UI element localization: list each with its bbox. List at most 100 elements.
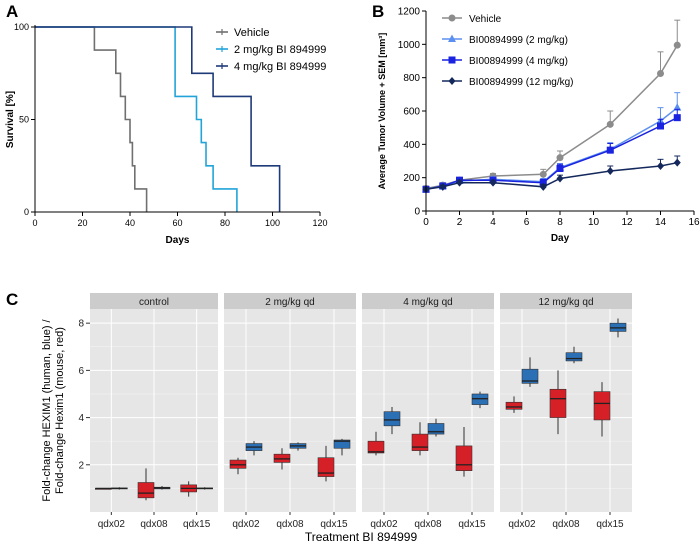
- data-point: [673, 114, 681, 122]
- facet-strip-label: 12 mg/kg qd: [538, 297, 593, 308]
- box-iqr: [521, 368, 539, 384]
- data-point: [673, 41, 681, 49]
- x-tick-label: 14: [655, 217, 667, 228]
- box-human: [333, 438, 351, 456]
- box-mouse: [367, 431, 385, 456]
- x-axis-label: Day: [551, 233, 570, 244]
- box-human: [471, 391, 489, 409]
- legend-label-1: Vehicle: [469, 14, 502, 25]
- box-human: [521, 357, 539, 387]
- y-tick-label: 200: [403, 173, 420, 184]
- panel-label-a: A: [6, 2, 18, 21]
- y-tick-label: 0: [24, 207, 29, 217]
- panel-label-b: B: [372, 2, 384, 21]
- category-label: qdx15: [320, 519, 348, 530]
- x-axis-label: Days: [166, 235, 190, 246]
- box-human: [196, 487, 213, 490]
- box-iqr: [455, 445, 473, 471]
- y-axis-label: Survival [%]: [5, 91, 16, 148]
- x-tick-label: 0: [423, 217, 429, 228]
- data-point: [539, 170, 547, 178]
- data-point: [606, 120, 614, 128]
- facet-strip: [90, 293, 218, 309]
- box-human: [289, 442, 307, 451]
- survival-line-1: [35, 26, 148, 212]
- category-label: qdx15: [596, 519, 624, 530]
- category-label: qdx15: [183, 519, 211, 530]
- box-iqr: [383, 411, 401, 427]
- y-tick-label: 50: [19, 115, 29, 125]
- data-point: [556, 165, 564, 172]
- data-point: [673, 158, 681, 167]
- data-point: [489, 178, 497, 187]
- box-mouse: [95, 487, 112, 490]
- x-tick-label: 40: [125, 218, 135, 228]
- box-mouse: [137, 468, 155, 501]
- data-point: [657, 122, 664, 130]
- box-iqr: [317, 457, 335, 477]
- tumor-volume-chart: 0 2 4 6 8 10 12 14 16 0 200 400 600 800 1000 1200 Day Ave…: [377, 7, 700, 245]
- box-human: [111, 487, 128, 490]
- box-iqr: [367, 440, 385, 454]
- y-tick-label: 600: [403, 107, 420, 118]
- data-point: [606, 167, 614, 175]
- y-tick-label: 1000: [398, 40, 421, 51]
- box-human: [609, 318, 627, 338]
- x-axis-label: Treatment BI 894999: [305, 530, 418, 544]
- data-point: [456, 178, 463, 187]
- legend-marker-4: [448, 77, 456, 85]
- legend-label-3: BI00894999 (4 mg/kg): [469, 56, 568, 67]
- legend-label-2: BI00894999 (2 mg/kg): [469, 35, 568, 46]
- facet-strip: [362, 293, 494, 309]
- y-tick-label: 8: [78, 319, 84, 330]
- legend-label-1: Vehicle: [234, 27, 269, 39]
- x-tick-label: 20: [77, 218, 87, 228]
- x-tick-label: 60: [172, 218, 182, 228]
- facet-strip-label: 2 mg/kg qd: [265, 297, 314, 308]
- box-mouse: [229, 457, 247, 475]
- survival-line-3: [35, 26, 281, 212]
- x-tick-label: 8: [557, 217, 563, 228]
- category-label: qdx08: [552, 519, 580, 530]
- box-mouse: [549, 370, 567, 435]
- facet-strip: [500, 293, 632, 309]
- x-tick-label: 0: [32, 218, 37, 228]
- box-mouse: [455, 427, 473, 477]
- data-point: [556, 154, 564, 162]
- box-human: [383, 406, 401, 435]
- data-point: [673, 103, 682, 111]
- facet-strip: [224, 293, 356, 309]
- box-iqr: [427, 423, 445, 435]
- data-point: [657, 70, 664, 77]
- box-iqr: [549, 388, 567, 418]
- data-point: [539, 179, 547, 187]
- facet-2: 2 mg/kg qd qdx02 qdx08 qdx15: [224, 293, 356, 530]
- x-tick-label: 16: [688, 217, 700, 228]
- y-tick-label: 0: [414, 207, 420, 218]
- box-mouse: [505, 396, 523, 413]
- survival-chart: 0 20 40 60 80 100 120 0 50 100 Days Survival [%] Veh…: [5, 22, 328, 246]
- legend-marker-2: [448, 34, 456, 42]
- y-tick-label: 2: [78, 460, 84, 471]
- y-tick-label: 6: [78, 366, 84, 377]
- box-mouse: [273, 448, 291, 470]
- category-label: qdx02: [370, 519, 398, 530]
- data-point: [657, 162, 664, 170]
- facet-strip-label: control: [139, 297, 169, 308]
- legend-marker-3: [448, 56, 456, 64]
- hexim1-boxplot-chart: control qdx02 qdx08 qdx15 2 mg/kg qd qdx02 qdx…: [41, 293, 632, 544]
- category-label: qdx08: [140, 519, 168, 530]
- box-mouse: [593, 382, 611, 437]
- category-label: qdx08: [414, 519, 442, 530]
- facet-4: 12 mg/kg qd qdx02 qdx08 qdx15: [500, 293, 632, 530]
- category-label: qdx15: [458, 519, 486, 530]
- data-point: [606, 146, 614, 154]
- x-tick-label: 10: [588, 217, 600, 228]
- box-iqr: [411, 433, 429, 451]
- box-iqr: [137, 482, 155, 499]
- data-point: [539, 182, 547, 191]
- x-tick-label: 4: [490, 217, 496, 228]
- y-tick-label: 400: [403, 140, 420, 151]
- box-mouse: [317, 445, 335, 482]
